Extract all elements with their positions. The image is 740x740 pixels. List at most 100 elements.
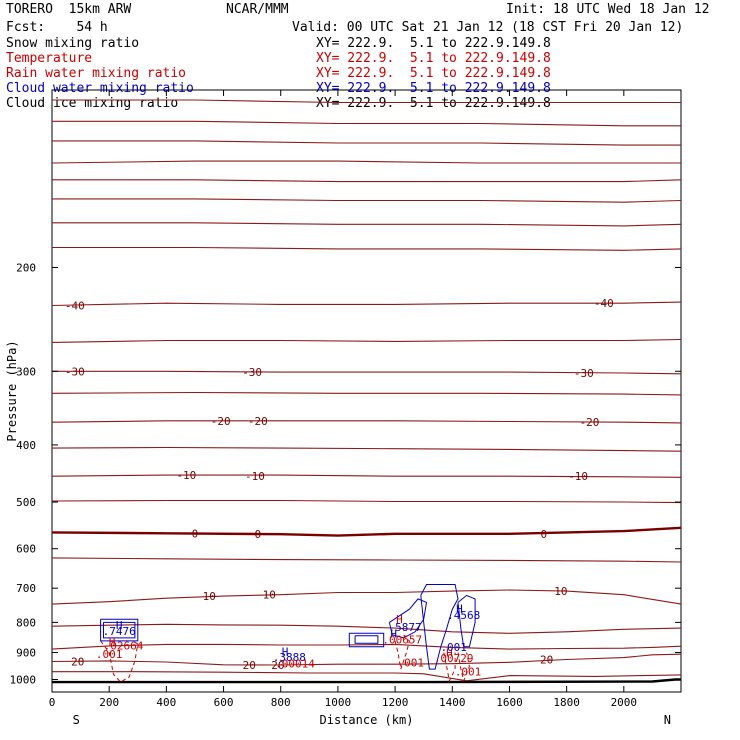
annotation-label: .00014: [275, 658, 315, 671]
y-tick-label: 500: [16, 496, 36, 509]
isotherm-line: [51, 420, 682, 424]
isotherm-label: -10: [245, 470, 265, 483]
x-tick-label: 1800: [553, 696, 580, 709]
isotherm-label: 0: [192, 527, 199, 540]
isotherm-label: 10: [554, 585, 567, 598]
init-time: Init: 18 UTC Wed 18 Jan 12: [506, 2, 710, 17]
isotherm-label: 0: [540, 528, 547, 541]
isotherm-line: [52, 246, 682, 251]
annotation-label: .4568: [447, 609, 480, 622]
isotherm-label: -30: [65, 365, 85, 378]
legend-label: Cloud water mixing ratio: [6, 81, 194, 96]
model-name: TORERO 15km ARW: [6, 2, 132, 17]
cloud-water-mid-inner: [354, 635, 379, 644]
isotherm-line: [52, 222, 682, 227]
y-tick-label: 200: [16, 261, 36, 274]
x-tick-label: 1000: [325, 696, 352, 709]
cloud-water-left-inner: [103, 621, 136, 639]
isotherm-label: -30: [574, 367, 594, 380]
legend-xy: XY= 222.9. 5.1 to 222.9.149.8: [316, 81, 551, 96]
annotation-label: .001: [398, 656, 425, 669]
x-tick-label: 800: [271, 696, 291, 709]
annotation-label: .3888: [273, 651, 306, 664]
isotherm-label: 20: [71, 655, 84, 668]
annotation-label: H: [282, 645, 289, 658]
annotation-label: .00657: [382, 634, 422, 647]
isotherm-line: [51, 557, 682, 563]
legend-xy: XY= 222.9. 5.1 to 222.9.149.8: [316, 96, 551, 111]
cloud-water-left: [100, 618, 139, 642]
north-label: N: [664, 713, 671, 727]
rain-left: [100, 640, 139, 683]
isotherm-label: 20: [243, 659, 256, 672]
annotation-label: H: [396, 613, 403, 626]
cloud-water-tower-b: [420, 584, 459, 670]
isotherm-line: [51, 653, 682, 666]
isotherm-label: -10: [568, 470, 588, 483]
y-tick-label: 900: [16, 647, 36, 660]
isotherm-line: [51, 474, 682, 478]
isotherm-line: [51, 338, 682, 343]
legend-label: Rain water mixing ratio: [6, 66, 187, 81]
isotherm-label: 20: [540, 654, 553, 667]
x-tick-label: 1200: [382, 696, 409, 709]
plot-frame: [51, 89, 682, 693]
isotherm-line: [51, 301, 682, 307]
annotation-label: H: [116, 619, 123, 632]
y-tick-label: 600: [16, 543, 36, 556]
annotation-label: .02664: [104, 640, 144, 653]
rain-right-b: [457, 652, 470, 683]
annotation-label: H: [456, 603, 463, 616]
y-tick-label: 700: [16, 582, 36, 595]
isotherm-line: [52, 179, 682, 183]
rain-mid: [394, 634, 410, 670]
isotherm-line: [52, 140, 681, 146]
isotherm-label: 10: [263, 589, 276, 602]
isotherm-label: 10: [203, 590, 216, 603]
annotation-label: H: [390, 627, 397, 640]
annotation-label: .00729: [434, 652, 474, 665]
annotation-label: .5877: [389, 621, 422, 634]
isotherm-line: [52, 99, 681, 104]
isotherm-line: [51, 589, 682, 605]
y-tick-label: 800: [16, 616, 36, 629]
valid-time: Valid: 00 UTC Sat 21 Jan 12 (18 CST Fri …: [292, 20, 684, 35]
y-axis-title: Pressure (hPa): [5, 340, 19, 441]
isotherm-line: [51, 526, 682, 537]
x-axis-title: Distance (km): [320, 713, 414, 727]
isotherm-label: -20: [248, 415, 268, 428]
forecast-hour: Fcst: 54 h: [6, 20, 108, 35]
isotherm-line: [52, 370, 682, 375]
isotherm-line: [51, 623, 682, 634]
legend-label: Temperature: [6, 51, 93, 66]
isotherm-line: [51, 446, 682, 452]
legend-label: Snow mixing ratio: [6, 36, 140, 51]
legend-xy: XY= 222.9. 5.1 to 222.9.149.8: [316, 66, 551, 81]
isotherm-label: 20: [271, 659, 284, 672]
isotherm-line: [51, 391, 682, 396]
annotation-label: .001: [440, 641, 467, 654]
isotherm-label: -40: [594, 297, 614, 310]
cloud-water-tower-c: [457, 594, 476, 648]
south-label: S: [73, 713, 80, 727]
y-tick-label: 400: [16, 439, 36, 452]
isotherm-label: 0: [255, 528, 262, 541]
terrain-line: [52, 678, 681, 684]
isotherm-line: [51, 160, 681, 164]
legend-xy: XY= 222.9. 5.1 to 222.9.149.8: [316, 36, 551, 51]
x-tick-label: 600: [214, 696, 234, 709]
isotherm-label: -40: [65, 299, 85, 312]
isotherm-line: [51, 643, 682, 650]
isotherm-label: -10: [176, 469, 196, 482]
annotation-label: .001: [455, 666, 482, 679]
annotation-label: H: [446, 647, 453, 660]
isotherm-line: [51, 499, 682, 504]
isotherm-line: [52, 671, 682, 682]
x-tick-label: 200: [99, 696, 119, 709]
isotherm-line: [52, 120, 681, 127]
legend-xy: XY= 222.9. 5.1 to 222.9.149.8: [316, 51, 551, 66]
organization: NCAR/MMM: [226, 2, 289, 17]
x-tick-label: 1600: [496, 696, 523, 709]
x-tick-label: 1400: [439, 696, 466, 709]
